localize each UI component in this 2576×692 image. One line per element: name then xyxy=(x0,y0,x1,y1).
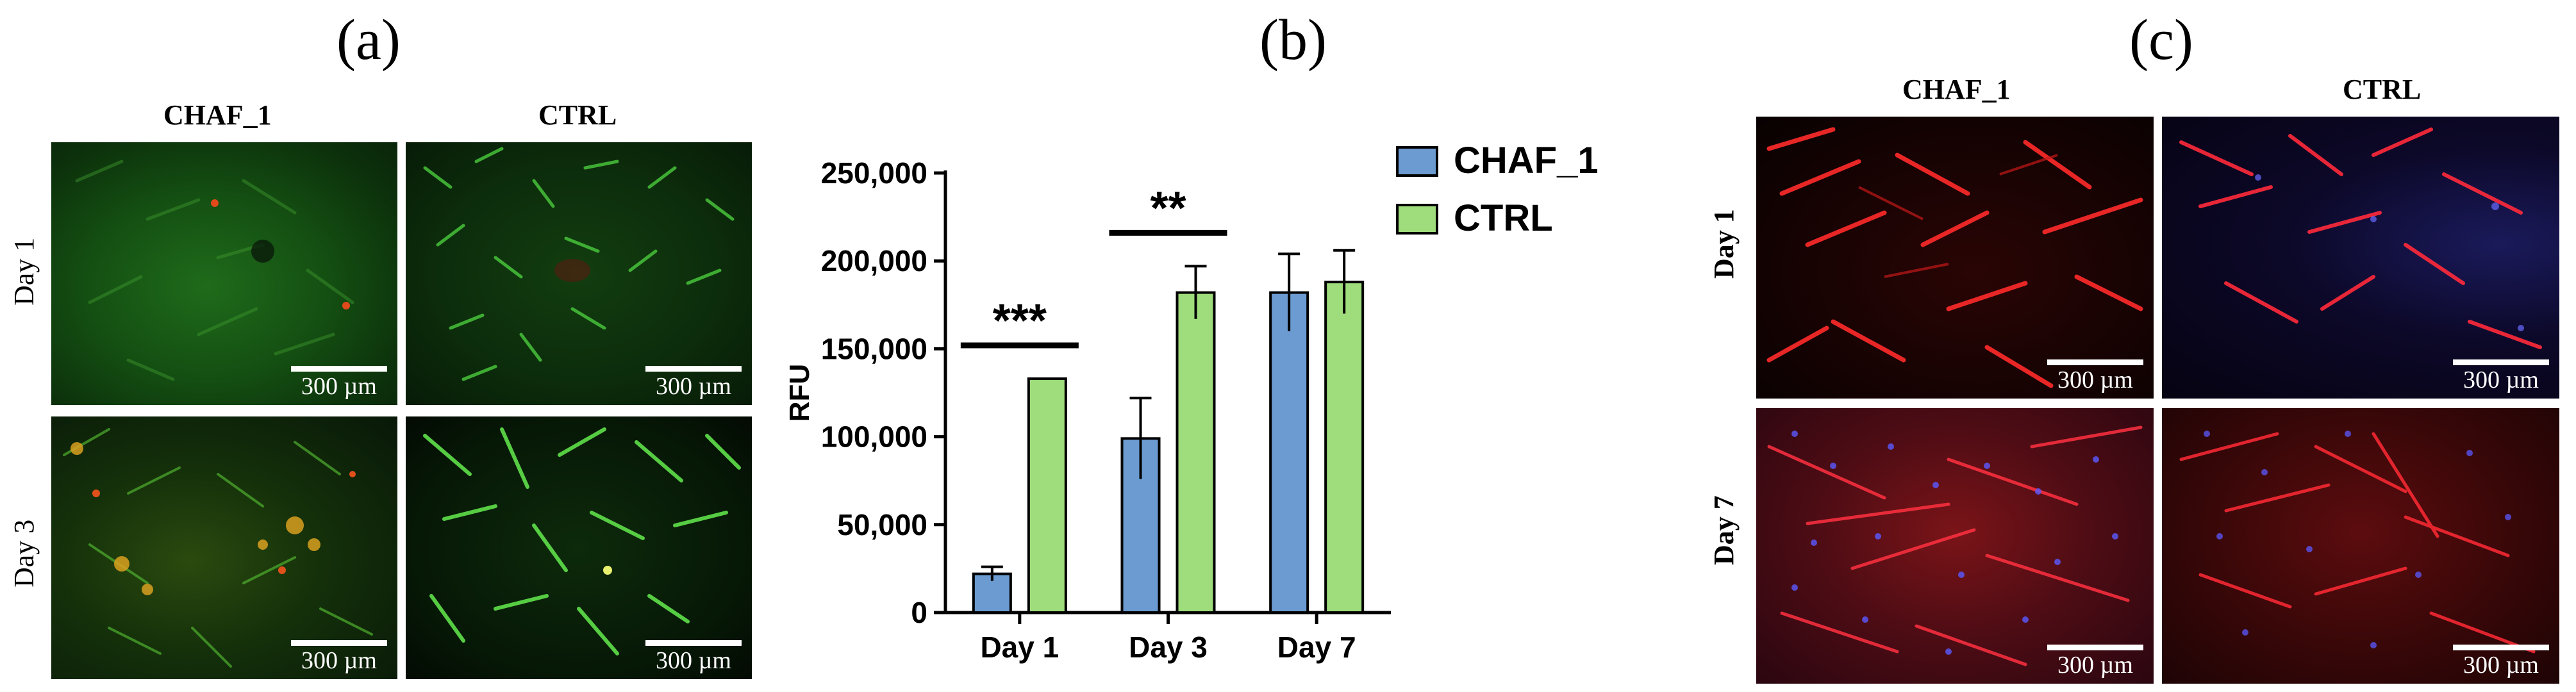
panel-c-col-label-ctrl: CTRL xyxy=(2343,74,2422,105)
scale-bar-label: 300 µm xyxy=(301,373,377,400)
micrograph-c-chaf1-day1: 300 µm xyxy=(1756,117,2154,399)
micrograph-c-ctrl-day1-texture xyxy=(2179,128,2542,349)
panel-a-row-label-day1: Day 1 xyxy=(8,237,40,306)
y-tick-label: 100,000 xyxy=(821,420,927,454)
scale-bar-label: 300 µm xyxy=(2463,367,2539,393)
micrograph-a-ctrl-day3-texture xyxy=(423,427,741,655)
scale-bar-a-chaf1-day1: 300 µm xyxy=(291,366,387,399)
significance-label: ** xyxy=(1150,183,1186,234)
panel-b-label: (b) xyxy=(1259,8,1327,72)
micrograph-a-ctrl-day1-texture xyxy=(423,147,735,381)
chart-legend: CHAF_1 CTRL xyxy=(1396,140,1599,239)
bar-ctrl-day7 xyxy=(1324,281,1365,614)
panel-c-row-label-day1: Day 1 xyxy=(1708,209,1740,279)
panel-c-row-label-day7: Day 7 xyxy=(1708,495,1740,565)
bar-chart: 0 50,000 100,000 150,000 200,000 250,000 RFU Da… xyxy=(784,140,1599,664)
scale-bar-a-ctrl-day3: 300 µm xyxy=(645,640,742,673)
panel-a-col-label-ctrl: CTRL xyxy=(538,99,617,131)
y-tick-label: 50,000 xyxy=(837,508,927,541)
panel-a-row-label-day3: Day 3 xyxy=(8,519,40,588)
y-tick-label: 200,000 xyxy=(821,244,927,277)
scale-bar-label: 300 µm xyxy=(2057,367,2133,393)
y-tick-label: 0 xyxy=(911,596,927,629)
scale-bar-a-ctrl-day1: 300 µm xyxy=(645,366,742,399)
bar-ctrl-day3 xyxy=(1176,291,1216,614)
legend-label-chaf1: CHAF_1 xyxy=(1454,140,1599,181)
significance-label: *** xyxy=(993,295,1047,347)
panel-c-col-label-chaf1: CHAF_1 xyxy=(1902,74,2011,105)
chart-bars xyxy=(972,249,1365,614)
x-tick-label: Day 1 xyxy=(980,630,1059,664)
scale-bar-label: 300 µm xyxy=(656,647,731,674)
panel-c-label: (c) xyxy=(2129,8,2193,72)
micrograph-a-chaf1-day1: 300 µm xyxy=(51,142,397,405)
chart-axes: 0 50,000 100,000 150,000 200,000 250,000 RFU Da… xyxy=(784,156,1391,664)
micrograph-c-chaf1-day7-texture xyxy=(1767,425,2143,666)
scale-bar-c-ctrl-day7: 300 µm xyxy=(2453,645,2549,677)
micrograph-c-ctrl-day7-texture xyxy=(2179,431,2536,654)
scale-bar-c-ctrl-day1: 300 µm xyxy=(2453,359,2549,392)
panel-a-col-label-chaf1: CHAF_1 xyxy=(163,99,272,131)
panel-a-label: (a) xyxy=(337,8,401,72)
micrograph-a-chaf1-day3: 300 µm xyxy=(51,416,397,679)
micrograph-c-chaf1-day1-texture xyxy=(1766,127,2143,388)
scale-bar-label: 300 µm xyxy=(2463,652,2539,679)
y-tick-label: 250,000 xyxy=(821,156,927,190)
micrograph-a-ctrl-day3: 300 µm xyxy=(406,416,752,679)
scale-bar-label: 300 µm xyxy=(2057,652,2133,679)
micrograph-a-chaf1-day3-texture xyxy=(63,428,373,668)
scale-bar-label: 300 µm xyxy=(656,373,731,400)
x-tick-label: Day 3 xyxy=(1129,630,1208,664)
legend-swatch-ctrl xyxy=(1396,204,1438,235)
y-tick-label: 150,000 xyxy=(821,332,927,365)
legend-label-ctrl: CTRL xyxy=(1454,197,1553,239)
bar-chaf1-day7 xyxy=(1269,291,1309,614)
scale-bar-c-chaf1-day7: 300 µm xyxy=(2047,645,2143,677)
scale-bar-c-chaf1-day1: 300 µm xyxy=(2047,359,2143,392)
scale-bar-label: 300 µm xyxy=(301,647,377,674)
y-axis-label: RFU xyxy=(784,364,815,422)
chart-significance: ***** xyxy=(960,183,1227,349)
micrograph-c-ctrl-day1: 300 µm xyxy=(2162,117,2559,399)
micrograph-c-chaf1-day7: 300 µm xyxy=(1756,408,2154,684)
x-tick-label: Day 7 xyxy=(1277,630,1356,664)
micrograph-c-ctrl-day7: 300 µm xyxy=(2162,408,2559,684)
micrograph-a-ctrl-day1: 300 µm xyxy=(406,142,752,405)
scale-bar-a-chaf1-day3: 300 µm xyxy=(291,640,387,673)
legend-swatch-chaf1 xyxy=(1396,146,1438,177)
bar-ctrl-day1 xyxy=(1027,377,1067,614)
micrograph-a-chaf1-day1-texture xyxy=(75,160,354,381)
